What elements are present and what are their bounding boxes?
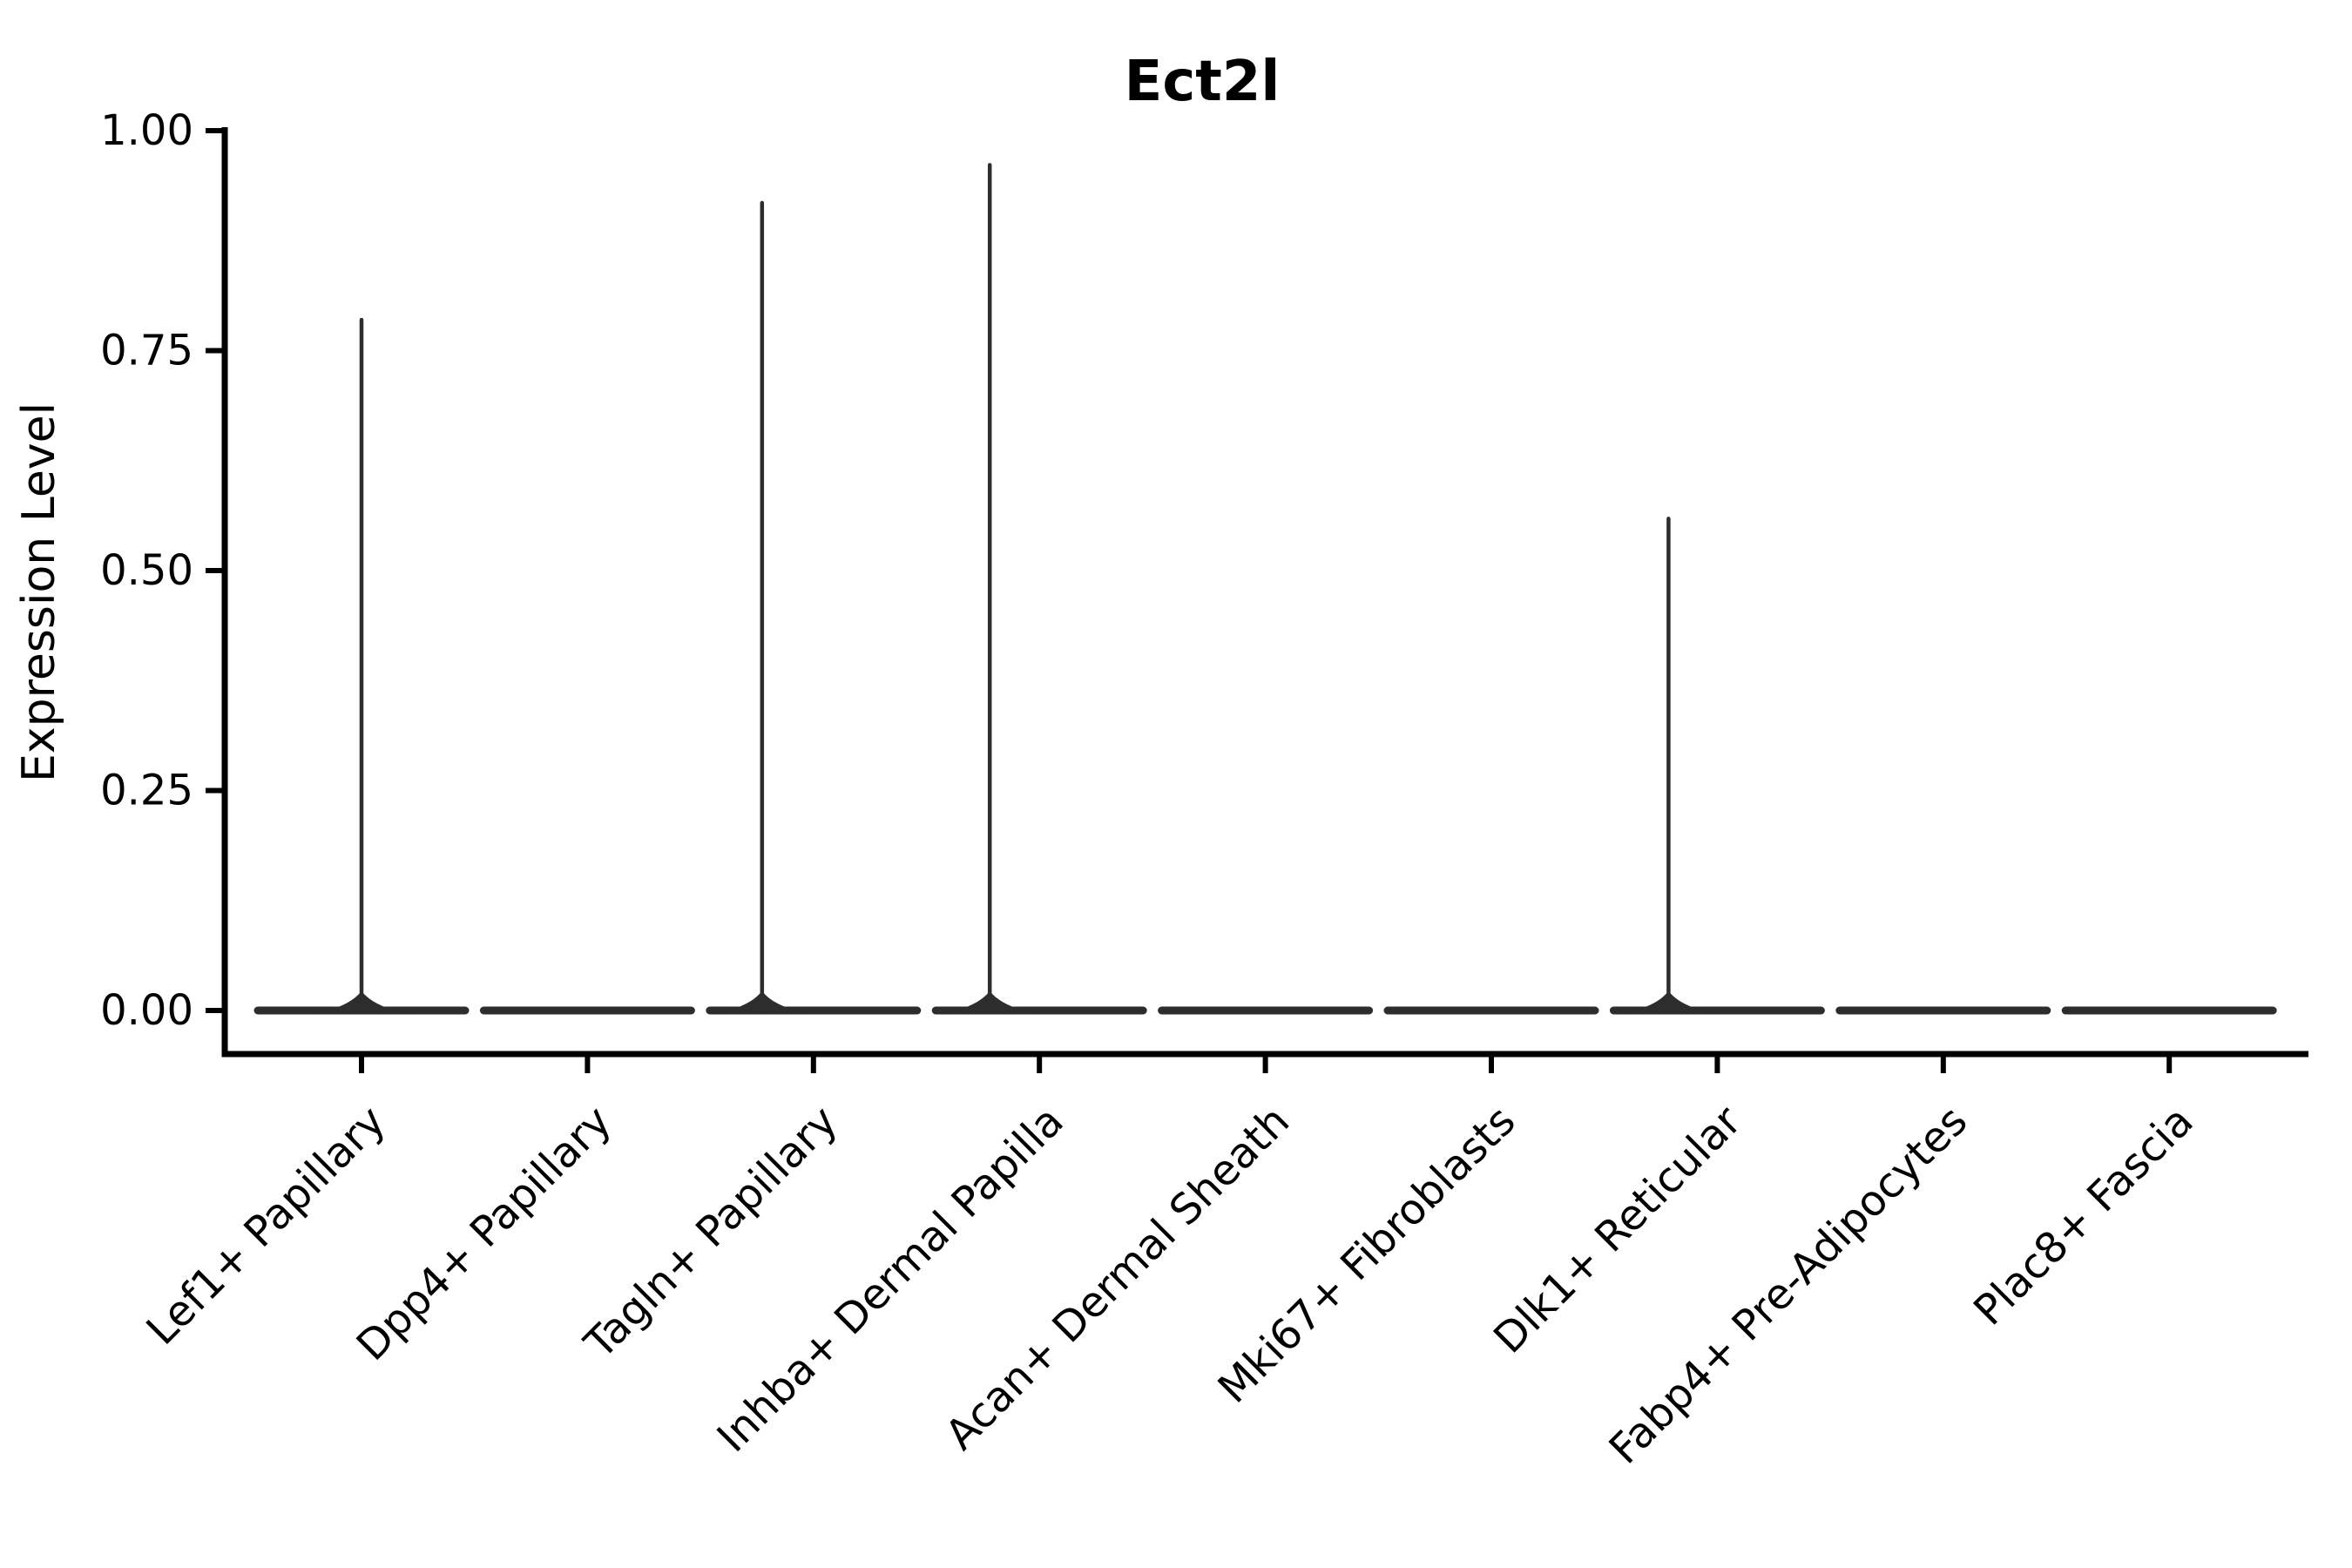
- x-tick-label: Dlk1+ Reticular: [1484, 1097, 1751, 1363]
- y-tick-label: 1.00: [100, 106, 193, 155]
- y-tick-label: 0.00: [100, 986, 193, 1035]
- x-tick-label: Fabp4+ Pre-Adipocytes: [1600, 1097, 1977, 1474]
- violin: [706, 200, 922, 1015]
- plot-title: Ect2l: [1125, 50, 1281, 114]
- y-tick-label: 0.25: [100, 767, 193, 815]
- x-tick-label: Lef1+ Papillary: [138, 1097, 395, 1355]
- x-tick-label: Plac8+ Fascia: [1964, 1097, 2203, 1335]
- y-tick-label: 0.50: [100, 546, 193, 595]
- y-axis-label: Expression Level: [13, 402, 65, 782]
- y-tick-label: 0.75: [100, 327, 193, 375]
- violin: [931, 163, 1147, 1015]
- violin: [253, 317, 470, 1015]
- violin: [1609, 517, 1825, 1015]
